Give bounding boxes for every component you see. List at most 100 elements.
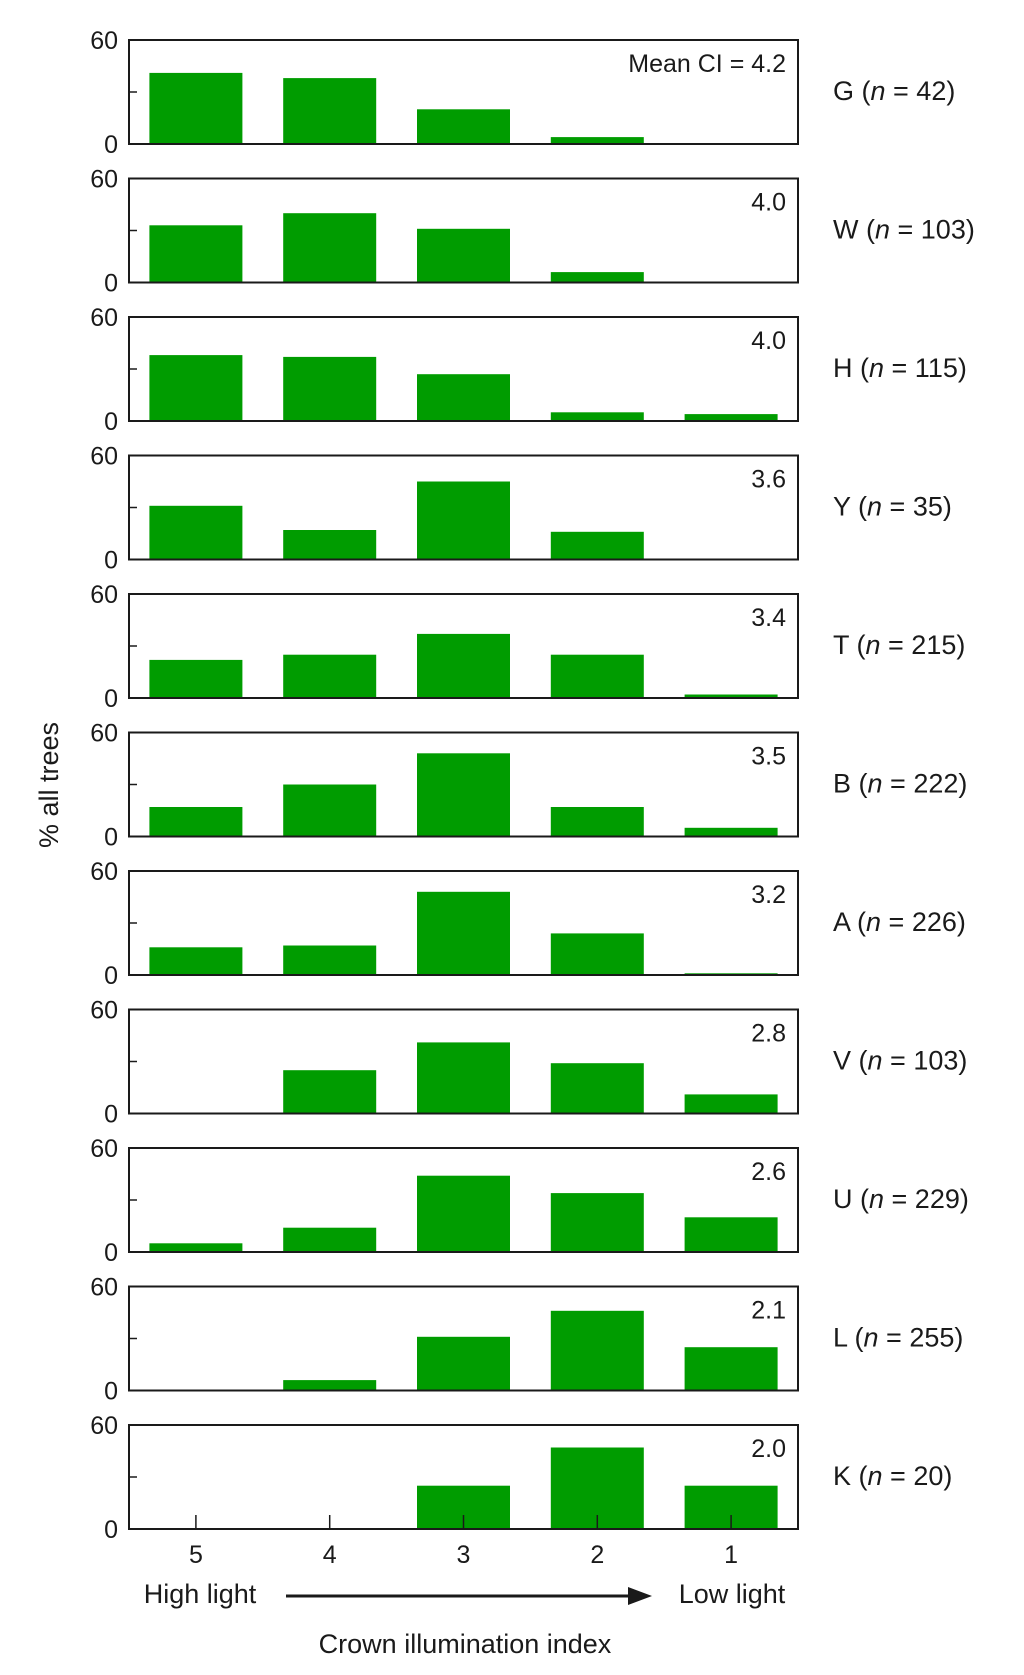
y-tick-label-zero: 0 — [104, 1101, 118, 1129]
mean-ci-label: 3.2 — [751, 881, 786, 909]
y-tick-label-zero: 0 — [104, 962, 118, 990]
bar-w-3 — [417, 228, 510, 283]
bar-t-5 — [149, 659, 243, 698]
y-tick-label-max: 60 — [90, 858, 118, 886]
mean-ci-label: 2.8 — [751, 1020, 786, 1048]
bar-v-2 — [550, 1063, 644, 1114]
arrow-icon — [286, 1587, 652, 1605]
bar-g-5 — [149, 72, 243, 144]
bar-w-4 — [283, 213, 377, 283]
bar-a-4 — [283, 945, 377, 975]
y-tick-label-zero: 0 — [104, 824, 118, 852]
y-tick-label-zero: 0 — [104, 685, 118, 713]
y-tick-label-max: 60 — [90, 166, 118, 194]
bar-g-4 — [283, 78, 377, 144]
bar-l-4 — [283, 1380, 377, 1391]
y-tick-label-zero: 0 — [104, 1378, 118, 1406]
low-light-label: Low light — [679, 1579, 786, 1609]
bar-u-4 — [283, 1227, 377, 1252]
bar-a-5 — [149, 947, 243, 975]
panel-g: 60 0 Mean CI = 4.2 G (n = 42) — [90, 27, 955, 159]
bar-u-2 — [550, 1193, 644, 1252]
panel-v: 60 0 2.8 V (n = 103) — [90, 997, 967, 1129]
bar-v-1 — [684, 1094, 778, 1114]
bar-t-2 — [550, 654, 644, 698]
species-label: L (n = 255) — [833, 1323, 963, 1353]
species-label: A (n = 226) — [833, 907, 966, 937]
panel-k: 60 0 2.0 K (n = 20) — [90, 1412, 952, 1544]
y-tick-label-zero: 0 — [104, 1239, 118, 1267]
y-tick-label-max: 60 — [90, 1274, 118, 1302]
bar-b-1 — [684, 827, 778, 837]
x-tick-label: 5 — [189, 1541, 203, 1569]
high-light-label: High light — [144, 1579, 257, 1609]
species-label: T (n = 215) — [833, 630, 965, 660]
bar-l-2 — [550, 1310, 644, 1391]
bar-y-4 — [283, 530, 377, 560]
bar-u-3 — [417, 1175, 510, 1252]
bar-b-5 — [149, 807, 243, 837]
bar-h-5 — [149, 355, 243, 421]
panel-l: 60 0 2.1 L (n = 255) — [90, 1274, 963, 1406]
y-tick-label-max: 60 — [90, 443, 118, 471]
bar-a-2 — [550, 933, 644, 975]
bar-h-4 — [283, 356, 377, 421]
mean-ci-label: 3.5 — [751, 743, 786, 771]
y-tick-label-max: 60 — [90, 997, 118, 1025]
mean-ci-label: Mean CI = 4.2 — [628, 50, 786, 78]
species-label: V (n = 103) — [833, 1046, 967, 1076]
y-tick-label-max: 60 — [90, 720, 118, 748]
bar-b-4 — [283, 784, 377, 837]
bar-b-2 — [550, 807, 644, 837]
bar-h-2 — [550, 412, 644, 421]
species-label: Y (n = 35) — [833, 492, 952, 522]
bar-t-4 — [283, 654, 377, 698]
y-tick-label-zero: 0 — [104, 131, 118, 159]
y-tick-label-max: 60 — [90, 1135, 118, 1163]
mean-ci-label: 2.6 — [751, 1158, 786, 1186]
bar-w-5 — [149, 225, 243, 283]
y-tick-label-zero: 0 — [104, 408, 118, 436]
bar-b-3 — [417, 753, 510, 837]
bar-y-2 — [550, 531, 644, 560]
bar-u-5 — [149, 1243, 243, 1252]
panel-t: 60 0 3.4 T (n = 215) — [90, 581, 965, 713]
y-tick-label-max: 60 — [90, 581, 118, 609]
x-tick-label: 2 — [590, 1541, 604, 1569]
mean-ci-label: 2.1 — [751, 1297, 786, 1325]
bar-w-2 — [550, 272, 644, 283]
y-tick-label-max: 60 — [90, 304, 118, 332]
panel-w: 60 0 4.0 W (n = 103) — [90, 166, 975, 298]
mean-ci-label: 3.6 — [751, 466, 786, 494]
species-label: K (n = 20) — [833, 1461, 952, 1491]
x-tick-label: 1 — [724, 1541, 738, 1569]
bar-t-3 — [417, 633, 510, 698]
y-tick-label-zero: 0 — [104, 1516, 118, 1544]
bar-l-3 — [417, 1336, 510, 1391]
bar-y-5 — [149, 505, 243, 560]
x-tick-label: 4 — [323, 1541, 337, 1569]
y-tick-label-max: 60 — [90, 1412, 118, 1440]
x-axis-title: Crown illumination index — [319, 1629, 612, 1659]
y-tick-label-zero: 0 — [104, 547, 118, 575]
mean-ci-label: 2.0 — [751, 1435, 786, 1463]
bar-t-1 — [684, 694, 778, 698]
panel-b: 60 0 3.5 B (n = 222) — [90, 720, 967, 852]
species-label: B (n = 222) — [833, 769, 967, 799]
panel-y: 60 0 3.6 Y (n = 35) — [90, 443, 952, 575]
bar-g-3 — [417, 109, 510, 144]
bar-u-1 — [684, 1217, 778, 1252]
bar-l-1 — [684, 1347, 778, 1391]
species-label: U (n = 229) — [833, 1184, 969, 1214]
mean-ci-label: 4.0 — [751, 189, 786, 217]
x-tick-label: 3 — [457, 1541, 471, 1569]
y-tick-label-max: 60 — [90, 27, 118, 55]
panel-u: 60 0 2.6 U (n = 229) — [90, 1135, 969, 1267]
mean-ci-label: 4.0 — [751, 327, 786, 355]
bar-y-3 — [417, 481, 510, 560]
bar-a-3 — [417, 891, 510, 975]
bar-g-2 — [550, 137, 644, 144]
chart-panels: 60 0 Mean CI = 4.2 G (n = 42) 60 0 4.0 W (n = 1… — [90, 27, 975, 1569]
bar-v-4 — [283, 1070, 377, 1114]
